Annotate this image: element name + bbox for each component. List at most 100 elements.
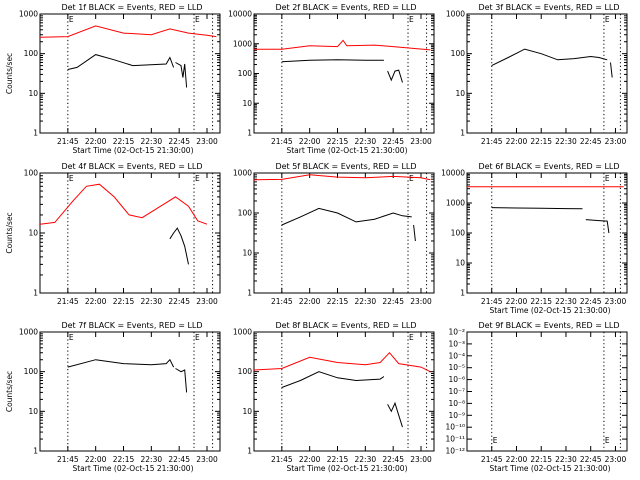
x-tick-label: 22:30 xyxy=(141,137,163,146)
events-series-line xyxy=(387,401,403,428)
x-axis-label: Start Time (02-Oct-15 21:30:00) xyxy=(72,146,193,155)
x-tick-label: 23:00 xyxy=(605,455,627,464)
x-tick-label: 22:00 xyxy=(85,297,107,306)
y-tick-label: 100 xyxy=(24,169,39,178)
x-tick-label: 22:30 xyxy=(355,297,377,306)
y-tick-label: 100 xyxy=(238,367,253,376)
x-tick-label: 23:00 xyxy=(605,137,627,146)
x-tick-label: 22:00 xyxy=(85,137,107,146)
panel-det-3: Det 3f BLACK = Events, RED = LLD 1 10 100 10… xyxy=(446,3,628,146)
x-tick-label: 23:00 xyxy=(196,297,218,306)
y-tick-label: 1 xyxy=(33,447,38,456)
x-tick-label: 22:00 xyxy=(299,297,321,306)
y-tick-label: 10⁻¹² xyxy=(445,447,465,456)
events-series-line xyxy=(169,227,189,265)
y-tick-label: 10⁻⁵ xyxy=(448,363,465,372)
panel-title: Det 2f BLACK = Events, RED = LLD xyxy=(275,3,416,12)
x-tick-label: 22:00 xyxy=(506,297,528,306)
event-marker-label: E xyxy=(409,333,414,342)
x-tick-label: 23:00 xyxy=(410,297,432,306)
lld-series-line xyxy=(253,174,431,181)
y-tick-label: 1000 xyxy=(446,199,465,208)
x-tick-label: 21:45 xyxy=(271,455,293,464)
x-tick-label: 21:45 xyxy=(481,455,503,464)
x-tick-label: 22:45 xyxy=(382,297,404,306)
y-tick-label: 1 xyxy=(460,129,465,138)
x-tick-label: 22:15 xyxy=(113,455,135,464)
event-marker-label: E xyxy=(409,174,414,183)
event-marker-label: E xyxy=(493,436,498,445)
events-series-line xyxy=(491,48,608,67)
x-tick-label: 22:30 xyxy=(355,455,377,464)
x-tick-label: 22:30 xyxy=(555,297,577,306)
x-tick-label: 22:30 xyxy=(141,297,163,306)
y-tick-label: 10000 xyxy=(441,169,465,178)
lld-series-line xyxy=(39,25,217,38)
x-tick-label: 22:30 xyxy=(355,137,377,146)
plot-frame xyxy=(466,172,628,294)
y-axis-label: Counts/sec xyxy=(5,53,14,94)
y-tick-label: 1 xyxy=(247,129,252,138)
plot-frame xyxy=(39,331,221,452)
x-tick-label: 22:15 xyxy=(113,297,135,306)
events-series-line xyxy=(585,219,610,234)
plot-frame xyxy=(253,13,435,134)
x-tick-label: 21:45 xyxy=(57,297,79,306)
y-tick-label: 10 xyxy=(242,249,252,258)
panel-title: Det 3f BLACK = Events, RED = LLD xyxy=(478,3,619,12)
x-tick-label: 21:45 xyxy=(271,297,293,306)
y-tick-label: 1 xyxy=(247,447,252,456)
x-tick-label: 22:00 xyxy=(299,137,321,146)
y-tick-label: 1000 xyxy=(233,328,252,337)
x-tick-label: 22:30 xyxy=(555,137,577,146)
event-marker-label: E xyxy=(195,15,200,24)
lld-series-line xyxy=(39,183,208,225)
event-marker-label: E xyxy=(195,333,200,342)
x-tick-label: 21:45 xyxy=(57,455,79,464)
y-tick-label: 10 xyxy=(455,89,465,98)
events-series-line xyxy=(175,368,188,393)
x-tick-label: 22:00 xyxy=(506,137,528,146)
x-tick-label: 23:00 xyxy=(410,455,432,464)
panel-title: Det 6f BLACK = Events, RED = LLD xyxy=(478,162,619,171)
y-tick-label: 10⁻² xyxy=(448,328,465,337)
plot-frame xyxy=(39,13,221,134)
y-tick-label: 10 xyxy=(28,407,38,416)
panel-det-8: Det 8f BLACK = Events, RED = LLD 1 10 100 10… xyxy=(233,321,435,473)
events-series-line xyxy=(610,62,613,78)
y-tick-label: 1000 xyxy=(446,10,465,19)
y-tick-label: 1 xyxy=(33,129,38,138)
y-tick-label: 1000 xyxy=(19,328,38,337)
y-tick-label: 10 xyxy=(242,99,252,108)
x-tick-label: 21:45 xyxy=(481,137,503,146)
x-tick-label: 22:45 xyxy=(168,455,190,464)
panel-det-4: Det 4f BLACK = Events, RED = LLD 1 10 100 21… xyxy=(5,162,221,306)
panel-title: Det 5f BLACK = Events, RED = LLD xyxy=(275,162,416,171)
panel-det-6: Det 6f BLACK = Events, RED = LLD 1 10 100 10… xyxy=(441,162,628,315)
x-tick-label: 21:45 xyxy=(57,137,79,146)
plot-frame xyxy=(466,13,628,134)
x-tick-label: 22:15 xyxy=(530,455,552,464)
y-tick-label: 1 xyxy=(33,289,38,298)
y-tick-label: 10⁻¹⁰ xyxy=(445,423,465,432)
panel-det-9: Det 9f BLACK = Events, RED = LLD 10⁻¹² 10⁻… xyxy=(445,321,628,473)
plot-frame xyxy=(39,172,221,294)
y-tick-label: 10⁻⁷ xyxy=(448,387,465,396)
x-axis-label: Start Time (02-Oct-15 21:30:00) xyxy=(286,464,407,473)
y-tick-label: 1000 xyxy=(19,10,38,19)
y-axis-label: Counts/sec xyxy=(5,371,14,412)
x-tick-label: 22:45 xyxy=(580,297,602,306)
x-tick-label: 22:30 xyxy=(555,455,577,464)
event-marker-label: E xyxy=(69,15,74,24)
y-tick-label: 100 xyxy=(238,209,253,218)
y-tick-label: 100 xyxy=(238,69,253,78)
x-tick-label: 22:45 xyxy=(580,137,602,146)
event-marker-label: E xyxy=(605,15,610,24)
y-tick-label: 10⁻⁸ xyxy=(448,399,465,408)
y-tick-label: 10⁻⁹ xyxy=(448,411,465,420)
y-tick-label: 10 xyxy=(28,89,38,98)
x-tick-label: 22:45 xyxy=(580,455,602,464)
x-tick-label: 22:15 xyxy=(113,137,135,146)
x-tick-label: 22:00 xyxy=(299,455,321,464)
x-tick-label: 22:15 xyxy=(530,137,552,146)
